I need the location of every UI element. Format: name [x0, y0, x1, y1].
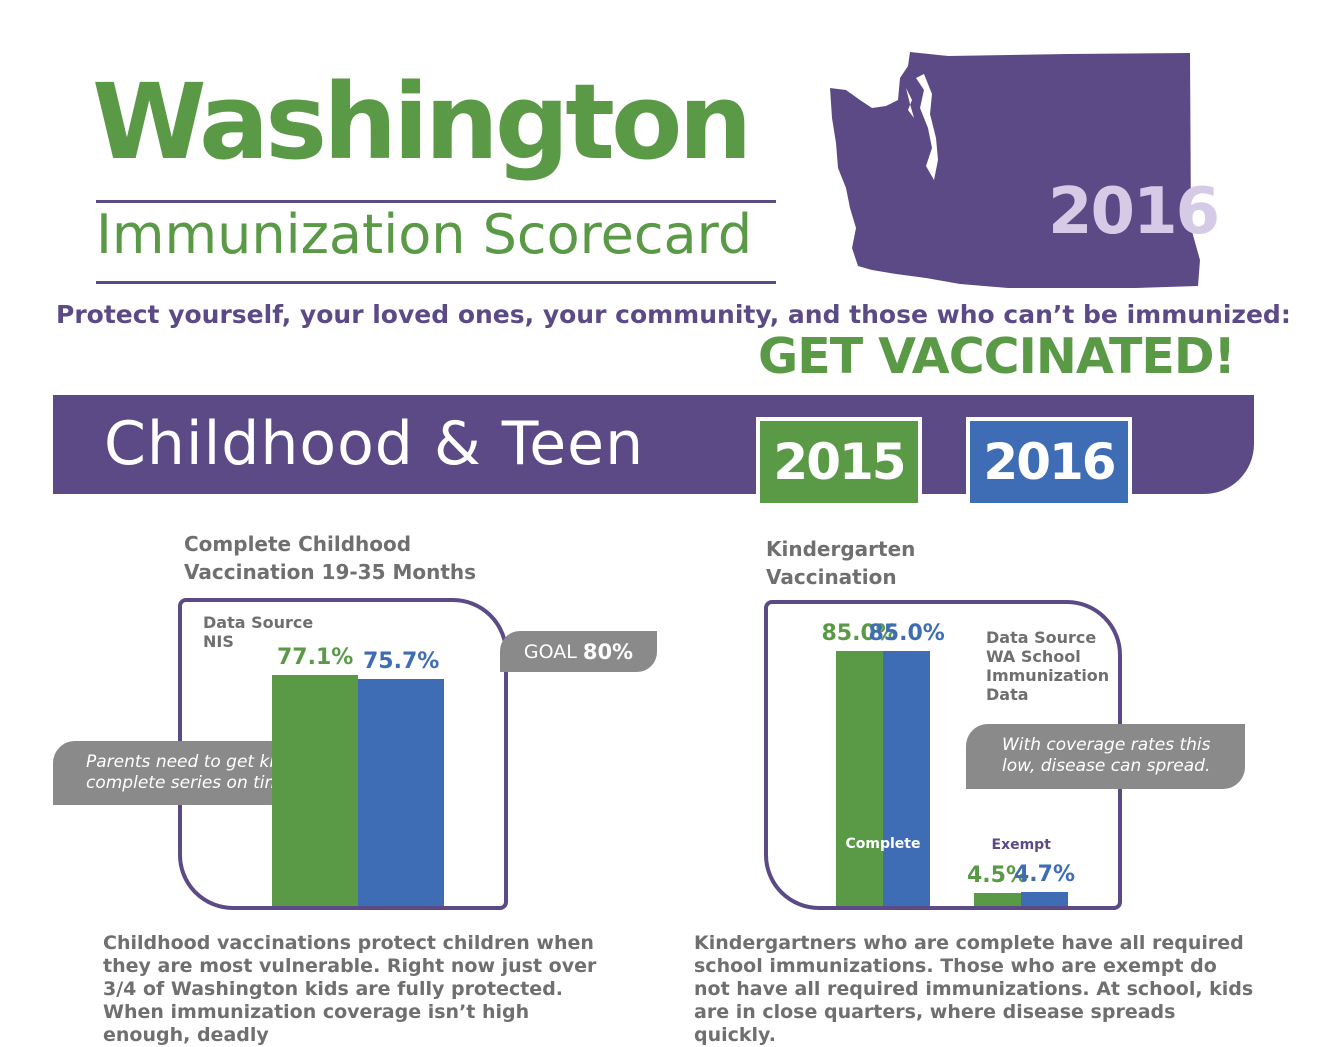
data-source-line: Data Source [203, 613, 314, 632]
bar-value-label: 4.5% [967, 862, 1029, 888]
bar-2015-exempt [974, 892, 1021, 906]
callout-line: low, disease can spread. [1002, 756, 1211, 776]
bar-value-label: 85.0% [868, 621, 945, 646]
legend-2016: 2016 [966, 417, 1132, 507]
callout-line: With coverage rates this [1002, 735, 1211, 755]
bar-2015-complete [836, 651, 883, 906]
data-source-line: Data [986, 685, 1029, 704]
callout-line: complete series on time. [86, 773, 297, 793]
section-title: Childhood & Teen [104, 409, 645, 479]
page-subtitle: Immunization Scorecard [96, 203, 753, 266]
call-to-action: GET VACCINATED! [758, 328, 1236, 385]
data-source-kindergarten: Data Source WA School Immunization Data [986, 628, 1109, 704]
tagline: Protect yourself, your loved ones, your … [56, 300, 1291, 329]
page-title: Washington [92, 61, 752, 183]
callout-kindergarten: With coverage rates this low, disease ca… [966, 724, 1245, 789]
chart-title-line: Complete Childhood [184, 532, 412, 556]
legend-2015: 2015 [756, 417, 922, 507]
body-text-childhood: Childhood vaccinations protect children … [103, 932, 597, 1046]
plot-area-kindergarten: 85.0% 85.0% Complete 4.5% 4.7% Exempt [786, 600, 1106, 906]
bar-2016-complete [883, 651, 930, 906]
chart-title-childhood: Complete Childhood Vaccination 19-35 Mon… [184, 530, 476, 586]
goal-badge: GOAL 80% [500, 631, 657, 672]
data-source-line: NIS [203, 632, 234, 651]
callout-line: Parents need to get kids the [86, 752, 328, 772]
bar-2015 [272, 674, 358, 906]
data-source-line: WA School [986, 647, 1081, 666]
bar-2016 [358, 678, 444, 906]
bar-value-label: 85.0% [821, 621, 898, 646]
title-rule-bottom [96, 281, 776, 284]
category-label: Complete [845, 836, 921, 852]
goal-value: 80% [582, 639, 634, 664]
body-text-kindergarten: Kindergartners who are complete have all… [694, 932, 1254, 1046]
category-label: Exempt [991, 837, 1051, 853]
data-source-line: Data Source [986, 628, 1097, 647]
bar-value-label: 77.1% [277, 644, 354, 670]
chart-title-line: Vaccination 19-35 Months [184, 560, 477, 584]
bar-value-label: 75.7% [363, 648, 440, 674]
plot-area-childhood: 77.1% 75.7% [270, 600, 490, 906]
goal-label: GOAL [523, 640, 577, 663]
chart-title-line: Kindergarten [766, 537, 916, 561]
chart-title-line: Vaccination [766, 565, 897, 589]
washington-state-map [830, 52, 1200, 288]
chart-title-kindergarten: Kindergarten Vaccination [766, 535, 915, 591]
bar-2016-exempt [1021, 891, 1068, 906]
map-year: 2016 [1048, 175, 1220, 249]
bar-value-label: 4.7% [1014, 861, 1076, 887]
data-source-childhood: Data Source NIS [203, 613, 313, 651]
title-rule-top [96, 200, 776, 203]
data-source-line: Immunization [986, 666, 1110, 685]
